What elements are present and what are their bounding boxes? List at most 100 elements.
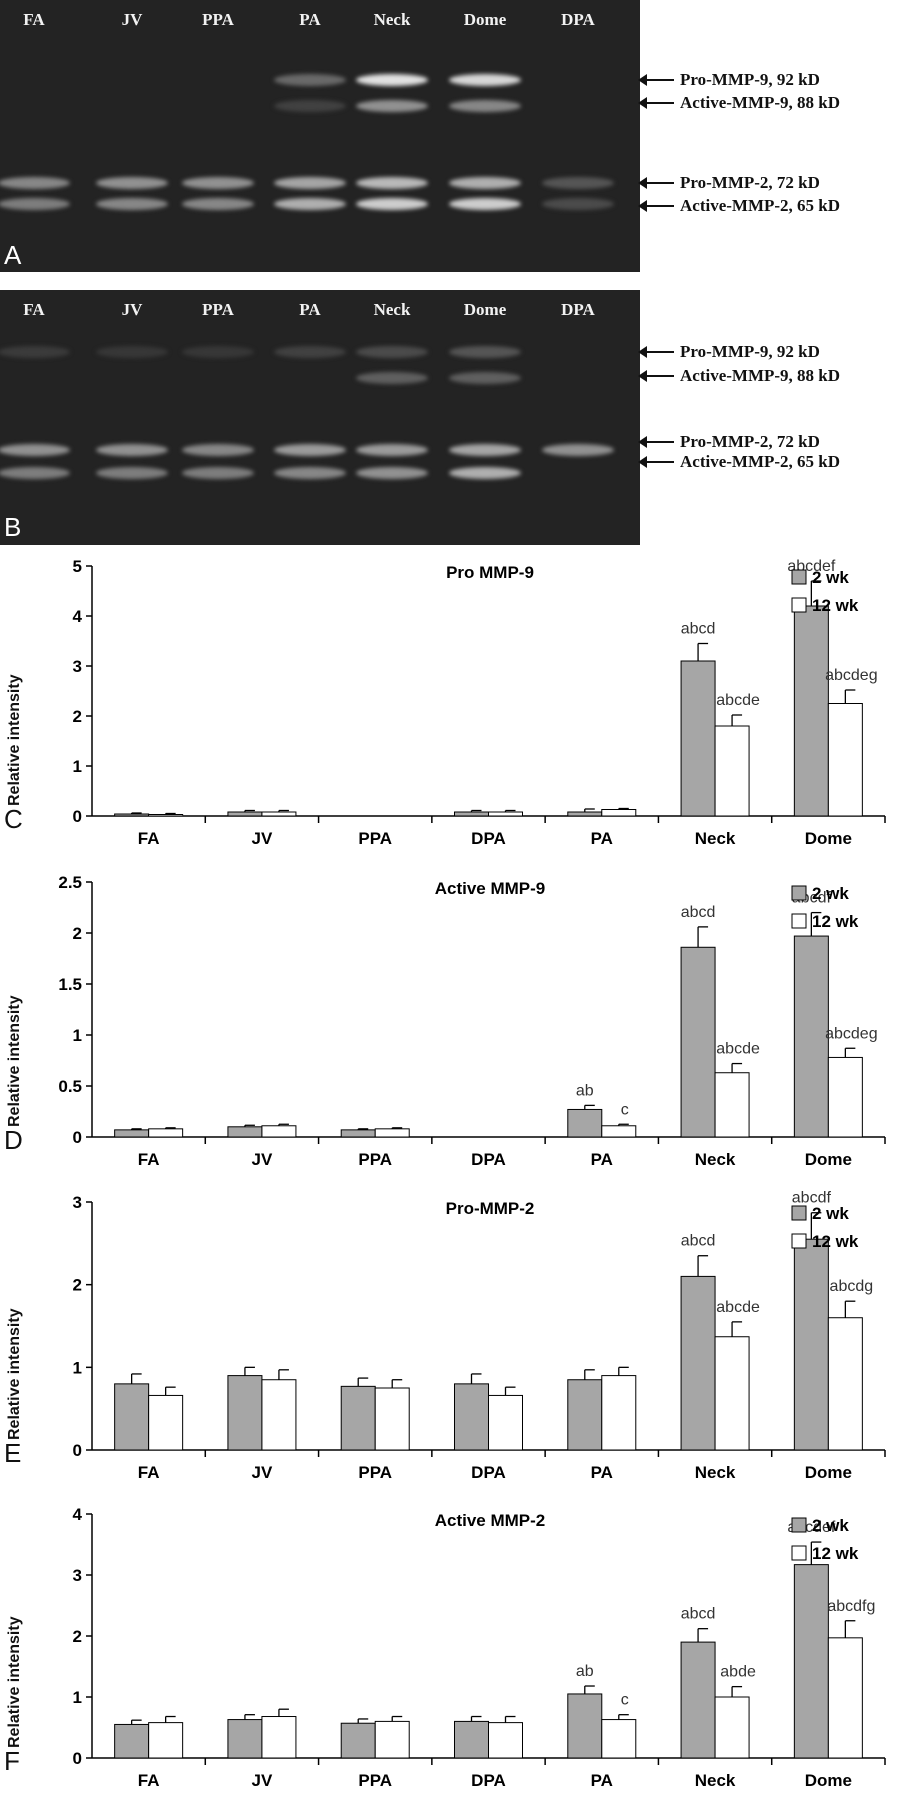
bar-2wk [114, 1723, 150, 1759]
bar-2wk [454, 1383, 489, 1451]
band-label: Pro-MMP-9, 92 kD [680, 342, 820, 361]
bar-2wk [567, 1379, 603, 1451]
arrow-left-icon [638, 370, 674, 382]
gel-band [0, 467, 70, 479]
arrow-left-icon [638, 456, 674, 468]
gel-band [274, 346, 346, 358]
significance-label: abcd [681, 1233, 716, 1250]
y-axis-label: Relative intensity [6, 674, 23, 806]
bar-12wk [261, 1379, 297, 1451]
band-label: Pro-MMP-2, 72 kD [680, 432, 820, 451]
significance-label: abcdeg [825, 1025, 878, 1042]
arrow-left-icon [638, 97, 674, 109]
legend-label: 2 wk [812, 568, 849, 587]
bar-12wk [601, 1125, 637, 1138]
legend-swatch [791, 597, 807, 613]
y-tick-label: 3 [73, 1566, 82, 1585]
gel-band [0, 346, 70, 358]
y-tick-label: 2.5 [58, 873, 82, 892]
bar-2wk [793, 1238, 829, 1451]
bar-12wk [714, 1072, 750, 1138]
y-tick-label: 3 [73, 657, 82, 676]
gel-lane-label: DPA [561, 10, 595, 29]
legend-label: 12 wk [812, 1544, 859, 1563]
gel-band [182, 177, 254, 189]
bar-12wk [488, 1394, 523, 1451]
legend-swatch [791, 1205, 807, 1221]
gel-band [542, 444, 614, 456]
bar-12wk [714, 1696, 750, 1759]
x-tick-label: PA [591, 1771, 613, 1790]
chart-title: Pro-MMP-2 [446, 1199, 535, 1218]
bar-12wk [148, 1394, 184, 1451]
gel-panel-b: FA JV PPA PA Neck Dome DPA B Pro-MMP-9, 92 kD A… [0, 290, 900, 545]
gel-lane-label: PA [299, 300, 321, 319]
gel-band [274, 177, 346, 189]
chart-panel-c: 0 1 2 3 4 5 Pro MMP-9 FA JV PPA DPA PA Neck abcd abcde… [0, 548, 900, 860]
bar-2wk [227, 1126, 263, 1138]
gel-band [542, 198, 614, 210]
band-label: Active-MMP-2, 65 kD [680, 452, 841, 471]
bar-2wk [680, 660, 716, 817]
legend-label: 12 wk [812, 912, 859, 931]
gel-band [356, 372, 428, 384]
gel-band [182, 444, 254, 456]
bar-12wk [601, 1719, 637, 1759]
x-tick-label: FA [138, 1771, 160, 1790]
x-tick-label: JV [252, 1463, 273, 1482]
y-axis-label: Relative intensity [6, 1616, 23, 1748]
bar-2wk [114, 1383, 150, 1451]
gel-band [356, 74, 428, 86]
panel-letter: E [4, 1438, 22, 1468]
bar-12wk [601, 1375, 637, 1451]
y-tick-label: 0 [73, 1749, 82, 1768]
gel-band [449, 467, 521, 479]
gel-band [182, 346, 254, 358]
chart-panel-e: 0 1 2 3 Pro-MMP-2 FA JV PPA DPA PA Neck abcd abcde Do… [0, 1182, 900, 1492]
x-tick-label: Dome [805, 829, 852, 848]
bar-2wk [114, 813, 150, 817]
y-tick-label: 3 [73, 1193, 82, 1212]
gel-band [542, 177, 614, 189]
x-tick-label: DPA [471, 1150, 506, 1169]
bar-12wk [488, 811, 523, 817]
arrow-left-icon [638, 200, 674, 212]
x-tick-label: Dome [805, 1771, 852, 1790]
gel-band [449, 100, 521, 112]
legend-label: 12 wk [812, 596, 859, 615]
chart-panel-d: 0 0.5 1 1.5 2 2.5 Active MMP-9 FA JV PPA DPA PA ab c N… [0, 862, 900, 1180]
bar-2wk [793, 605, 829, 817]
significance-label: abcd [681, 904, 716, 921]
bar-2wk [454, 811, 489, 817]
bar-12wk [374, 1387, 410, 1451]
y-tick-label: 1 [73, 757, 82, 776]
arrow-left-icon [638, 74, 674, 86]
gel-band [0, 198, 70, 210]
y-tick-label: 2 [73, 1627, 82, 1646]
y-tick-label: 5 [73, 557, 82, 576]
significance-label: ab [576, 1663, 594, 1680]
gel-image-b: FA JV PPA PA Neck Dome DPA [0, 290, 640, 545]
y-tick-label: 1.5 [58, 975, 82, 994]
bar-chart-svg: 0 1 2 3 4 Active MMP-2 FA JV PPA DPA PA ab c Neck abcd… [73, 1505, 886, 1790]
x-tick-label: FA [138, 1150, 160, 1169]
bar-12wk [374, 1720, 410, 1759]
y-tick-label: 0 [73, 1441, 82, 1460]
gel-lane-label: Dome [463, 300, 507, 319]
x-tick-label: PA [591, 829, 613, 848]
gel-band [96, 198, 168, 210]
panel-letter: F [4, 1746, 20, 1776]
legend-swatch [791, 1233, 807, 1249]
gel-band [182, 198, 254, 210]
y-tick-label: 4 [73, 1505, 83, 1524]
x-tick-label: Dome [805, 1150, 852, 1169]
arrow-left-icon [638, 436, 674, 448]
arrow-left-icon [638, 346, 674, 358]
gel-band [449, 346, 521, 358]
gel-lane-label: FA [23, 300, 45, 319]
significance-label: abcdf [792, 1190, 832, 1207]
legend-label: 2 wk [812, 1204, 849, 1223]
x-tick-label: PPA [358, 1771, 392, 1790]
bar-2wk [340, 1722, 376, 1759]
bar-2wk [567, 811, 603, 817]
